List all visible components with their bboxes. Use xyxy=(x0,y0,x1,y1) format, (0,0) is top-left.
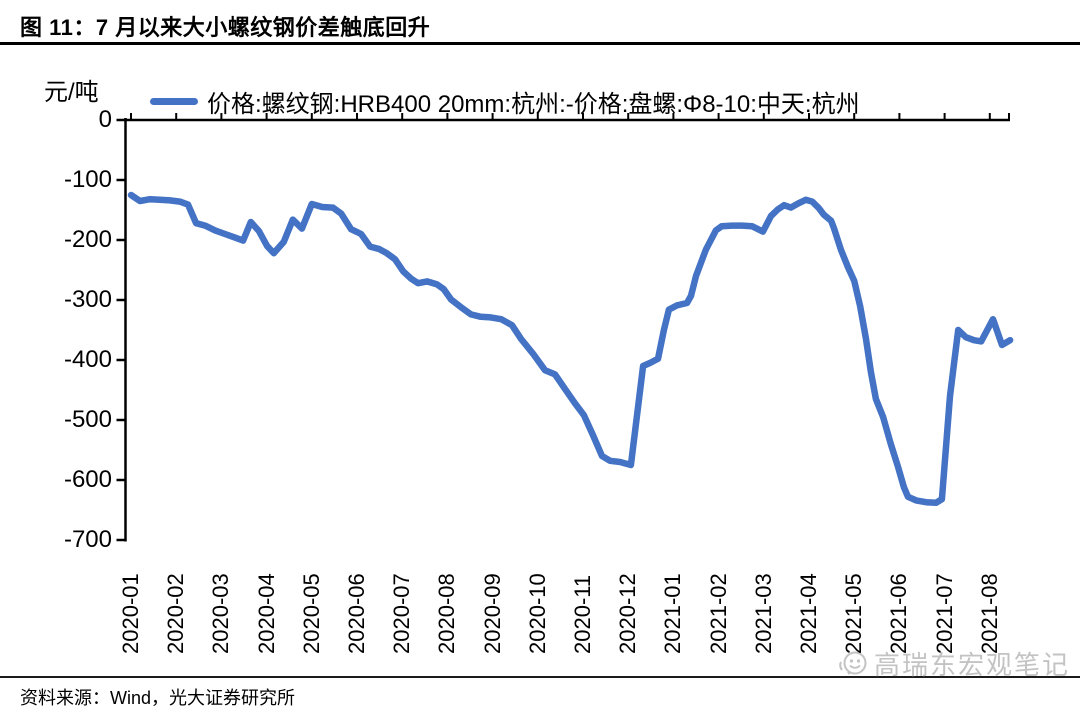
x-axis-tick-label: 2020-05 xyxy=(298,573,324,654)
y-axis-tick-label: -700 xyxy=(63,526,112,553)
x-axis-tick-label: 2021-06 xyxy=(886,573,912,654)
x-axis-tick-label: 2020-10 xyxy=(524,573,550,654)
x-axis-tick-label: 2020-08 xyxy=(434,573,460,654)
x-axis-tick-label: 2021-07 xyxy=(931,573,957,654)
x-axis-tick-label: 2020-04 xyxy=(253,573,279,654)
footer-divider xyxy=(0,676,1080,678)
y-axis-tick-label: 0 xyxy=(98,106,112,133)
smiley-chat-icon xyxy=(839,651,867,675)
legend-series-label: 价格:螺纹钢:HRB400 20mm:杭州:-价格:盘螺:Φ8-10:中天:杭州 xyxy=(207,91,860,118)
x-axis-tick-label: 2021-05 xyxy=(841,573,867,654)
watermark: 高瑞东宏观笔记 xyxy=(839,645,1070,682)
x-axis-tick-label: 2020-02 xyxy=(163,573,189,654)
x-axis-tick-label: 2020-11 xyxy=(570,574,595,654)
y-axis-tick-label: -200 xyxy=(63,226,112,253)
chart-legend: 价格:螺纹钢:HRB400 20mm:杭州:-价格:盘螺:Φ8-10:中天:杭州 xyxy=(150,84,860,119)
x-axis-tick-label: 2021-02 xyxy=(705,573,731,654)
price-spread-line xyxy=(127,191,1014,507)
x-axis-tick-label: 2020-12 xyxy=(615,573,641,654)
x-axis-tick-label: 2021-08 xyxy=(976,573,1002,654)
x-axis-tick-label: 2021-03 xyxy=(750,573,776,654)
y-axis-tick-label: -100 xyxy=(63,166,112,193)
x-axis-tick-label: 2020-07 xyxy=(389,573,415,654)
watermark-text: 高瑞东宏观笔记 xyxy=(873,650,1070,680)
x-axis-tick-label: 2020-01 xyxy=(118,573,143,654)
y-axis-tick-label: -300 xyxy=(63,286,112,313)
chart-title: 图 11：7 月以来大小螺纹钢价差触底回升 xyxy=(20,15,431,40)
y-axis-tick-label: -400 xyxy=(63,346,112,373)
y-axis-tick-label: -600 xyxy=(63,466,112,493)
source-note: 资料来源：Wind，光大证券研究所 xyxy=(20,688,296,708)
x-axis-tick-label: 2020-09 xyxy=(479,573,505,654)
x-axis-tick-label: 2020-03 xyxy=(208,573,234,654)
x-axis-tick-label: 2021-01 xyxy=(660,573,686,654)
legend-line-swatch xyxy=(150,98,198,105)
y-axis-tick-label: -500 xyxy=(63,406,112,433)
title-underline xyxy=(0,42,1080,45)
x-axis-tick-label: 2021-04 xyxy=(796,573,821,654)
x-axis-tick-label: 2020-06 xyxy=(344,573,369,654)
y-axis-unit-label: 元/吨 xyxy=(44,79,99,106)
